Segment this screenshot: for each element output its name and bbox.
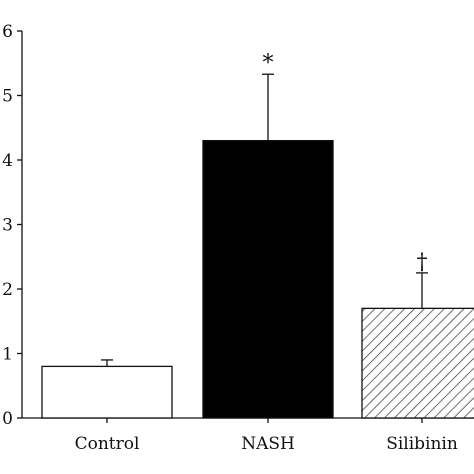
category-label: NASH (241, 434, 295, 454)
bar-silibinin (361, 307, 474, 419)
labels: 0 1 2 3 4 5 6 Control NASH * Silibinin † (2, 22, 458, 454)
y-tick-label: 2 (2, 280, 13, 300)
bar-control (41, 365, 173, 419)
y-tick-label: 0 (2, 409, 13, 429)
y-tick-label: 4 (2, 151, 13, 171)
bars (41, 73, 474, 419)
category-label: Silibinin (386, 434, 458, 454)
y-tick-label: 6 (2, 22, 13, 42)
significance-mark: † (417, 250, 428, 275)
bar-nash (202, 139, 334, 419)
y-tick-label: 3 (2, 216, 13, 236)
y-tick-label: 5 (2, 87, 13, 107)
significance-mark: * (263, 51, 274, 76)
category-label: Control (75, 434, 140, 454)
y-tick-label: 1 (2, 345, 13, 365)
